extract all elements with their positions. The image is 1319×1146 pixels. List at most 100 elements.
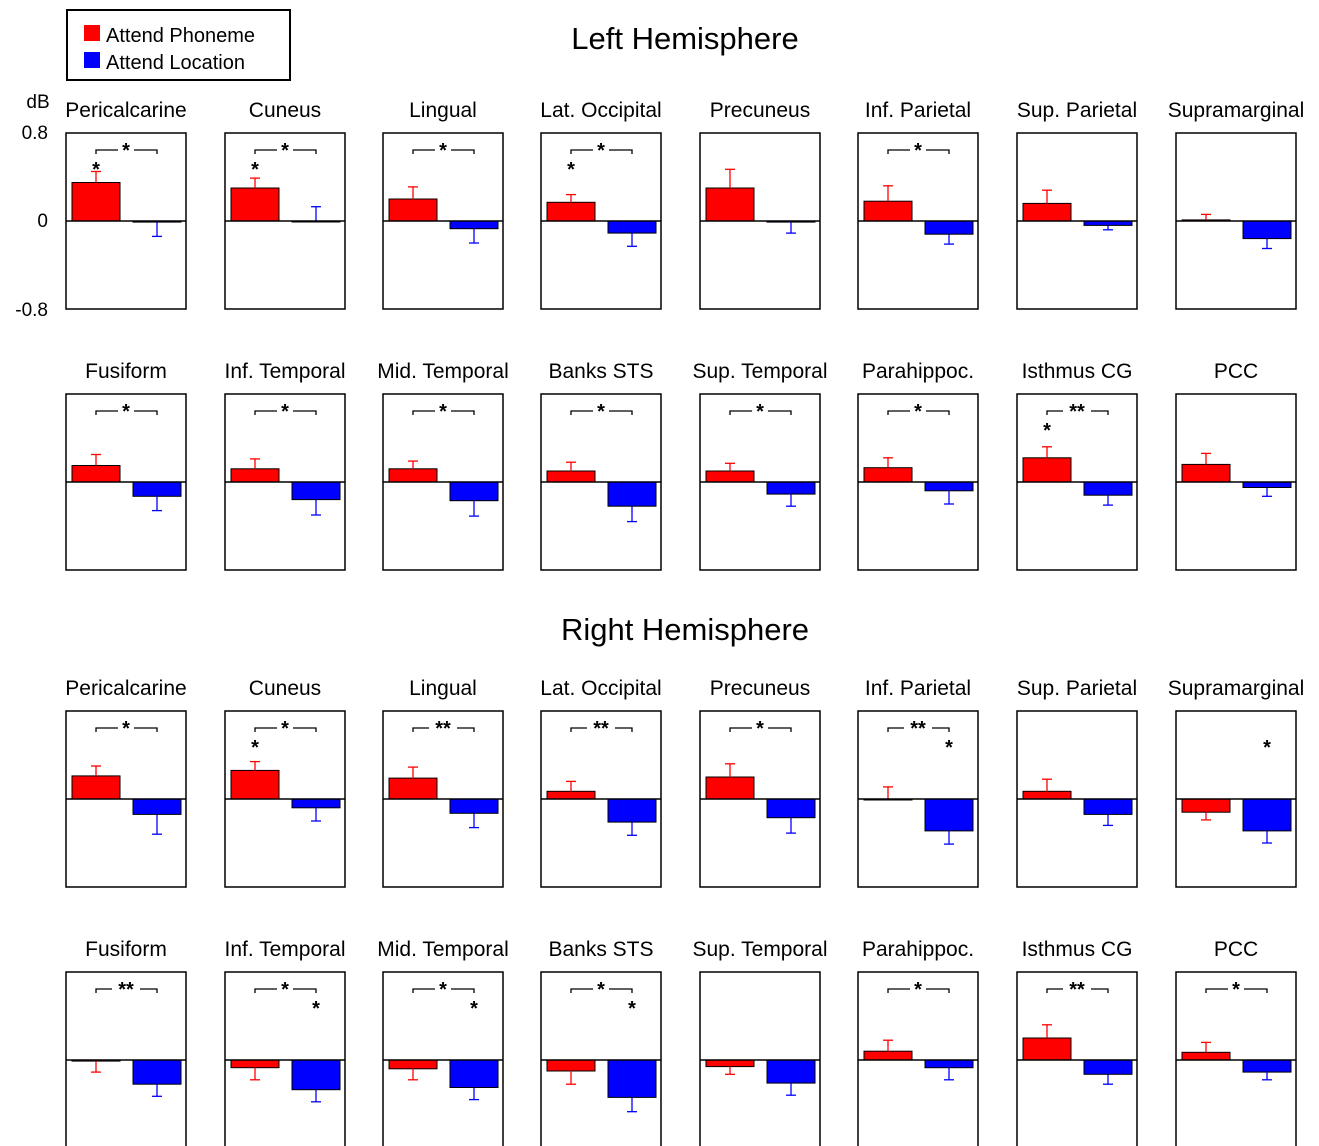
rh-banks-sts-sig-bracket — [570, 988, 633, 993]
rh-sup-temporal-title: Sup. Temporal — [692, 938, 827, 961]
lh-pericalcarine-star-phoneme: * — [92, 159, 100, 181]
legend-swatch-phoneme — [84, 25, 100, 41]
rh-lat-occipital-bar-location — [607, 798, 657, 823]
rh-fusiform-sig-bracket-label: ** — [118, 979, 134, 1001]
lh-sup-temporal-sig-bracket-label: * — [756, 401, 764, 423]
legend: Attend Phoneme Attend Location — [66, 9, 291, 81]
rh-pericalcarine-panel: Pericalcarine * — [65, 677, 187, 888]
lh-lat-occipital-panel: Lat. Occipital * * — [540, 99, 662, 310]
lh-banks-sts-sig-bracket-label: * — [597, 401, 605, 423]
rh-mid-temporal-frame — [382, 971, 504, 1146]
rh-parahippoc-sig-bracket-label: * — [914, 979, 922, 1001]
rh-banks-sts-frame — [540, 971, 662, 1146]
rh-lingual-bar-phoneme — [388, 777, 438, 800]
rh-supramarginal-bar-phoneme — [1181, 798, 1231, 813]
rh-pericalcarine-title: Pericalcarine — [65, 677, 186, 700]
rh-mid-temporal-bar-phoneme — [388, 1059, 438, 1070]
rh-mid-temporal-bar-location — [449, 1059, 499, 1088]
lh-supramarginal-bar-location — [1242, 220, 1292, 240]
lh-sup-parietal-title: Sup. Parietal — [1017, 99, 1137, 122]
lh-cuneus-sig-bracket-label: * — [281, 140, 289, 162]
lh-fusiform-panel: Fusiform * — [65, 360, 187, 571]
rh-fusiform-bar-location — [132, 1059, 182, 1085]
lh-sup-parietal-panel: Sup. Parietal — [1016, 99, 1138, 310]
rh-lingual-panel: Lingual ** — [382, 677, 504, 888]
rh-sup-temporal-frame — [699, 971, 821, 1146]
rh-cuneus-panel: Cuneus * * — [224, 677, 346, 888]
rh-inf-temporal-panel: Inf. Temporal * * — [224, 938, 346, 1146]
lh-precuneus-bar-phoneme — [705, 187, 755, 222]
rh-lingual-title: Lingual — [409, 677, 477, 700]
lh-inf-parietal-bar-location — [924, 220, 974, 235]
rh-lat-occipital-title: Lat. Occipital — [540, 677, 661, 700]
lh-mid-temporal-bar-location — [449, 481, 499, 502]
lh-parahippoc-bar-phoneme — [863, 467, 913, 483]
lh-pcc-panel: PCC — [1175, 360, 1297, 571]
lh-cuneus-star-phoneme: * — [251, 159, 259, 181]
lh-banks-sts-bar-location — [607, 481, 657, 507]
lh-isthmus-cg-bar-phoneme — [1022, 457, 1072, 483]
lh-isthmus-cg-panel: Isthmus CG*** — [1016, 360, 1138, 571]
rh-precuneus-title: Precuneus — [710, 677, 810, 700]
lh-inf-temporal-panel: Inf. Temporal * — [224, 360, 346, 571]
rh-mid-temporal-panel: Mid. Temporal * * — [377, 938, 509, 1146]
rh-banks-sts-panel: Banks STS * * — [540, 938, 662, 1146]
rh-sup-parietal-bar-phoneme — [1022, 790, 1072, 800]
rh-pcc-sig-bracket-label: * — [1232, 979, 1240, 1001]
lh-parahippoc-title: Parahippoc. — [862, 360, 974, 383]
rh-supramarginal-panel: Supramarginal * — [1168, 677, 1304, 888]
rh-parahippoc-panel: Parahippoc. * — [857, 938, 979, 1146]
rh-inf-parietal-sig-bracket — [887, 727, 950, 732]
legend-label-phoneme: Attend Phoneme — [106, 25, 255, 47]
rh-parahippoc-title: Parahippoc. — [862, 938, 974, 961]
lh-lat-occipital-sig-bracket-label: * — [597, 140, 605, 162]
lh-inf-temporal-bar-location — [291, 481, 341, 501]
rh-inf-temporal-bar-location — [291, 1059, 341, 1091]
legend-swatch-location — [84, 52, 100, 68]
rh-lat-occipital-sig-bracket — [570, 727, 633, 732]
rh-parahippoc-bar-phoneme — [863, 1050, 913, 1061]
lh-parahippoc-sig-bracket-label: * — [914, 401, 922, 423]
right-hemisphere-title: Right Hemisphere — [561, 612, 809, 647]
rh-banks-sts-title: Banks STS — [548, 938, 653, 961]
lh-precuneus-panel: Precuneus — [699, 99, 821, 310]
lh-mid-temporal-title: Mid. Temporal — [377, 360, 509, 383]
lh-inf-temporal-bar-phoneme — [230, 468, 280, 483]
lh-pericalcarine-panel: Pericalcarine * * — [65, 99, 187, 310]
lh-lingual-sig-bracket-label: * — [439, 140, 447, 162]
lh-isthmus-cg-title: Isthmus CG — [1022, 360, 1133, 383]
lh-lat-occipital-bar-phoneme — [546, 201, 596, 222]
lh-lat-occipital-title: Lat. Occipital — [540, 99, 661, 122]
lh-parahippoc-sig-bracket — [887, 410, 950, 415]
lh-isthmus-cg-sig-bracket — [1046, 410, 1109, 415]
rh-fusiform-title: Fusiform — [85, 938, 167, 961]
rh-cuneus-bar-phoneme — [230, 769, 280, 800]
rh-precuneus-bar-location — [766, 798, 816, 819]
lh-sup-temporal-sig-bracket — [729, 410, 792, 415]
rh-lat-occipital-panel: Lat. Occipital ** — [540, 677, 662, 888]
lh-inf-temporal-sig-bracket-label: * — [281, 401, 289, 423]
lh-sup-temporal-panel: Sup. Temporal * — [692, 360, 828, 571]
rh-lingual-bar-location — [449, 798, 499, 814]
lh-lingual-panel: Lingual * — [382, 99, 504, 310]
rh-lingual-sig-bracket — [412, 727, 475, 732]
rh-inf-parietal-bar-location — [924, 798, 974, 832]
lh-inf-parietal-bar-phoneme — [863, 200, 913, 222]
rh-sup-temporal-panel: Sup. Temporal — [692, 938, 828, 1146]
lh-banks-sts-bar-phoneme — [546, 470, 596, 483]
rh-inf-parietal-panel: Inf. Parietal*** — [857, 677, 979, 888]
lh-cuneus-sig-bracket — [254, 149, 317, 154]
rh-precuneus-sig-bracket-label: * — [756, 718, 764, 740]
rh-isthmus-cg-sig-bracket — [1046, 988, 1109, 993]
rh-parahippoc-bar-location — [924, 1059, 974, 1069]
lh-pericalcarine-sig-bracket-label: * — [122, 140, 130, 162]
rh-cuneus-star-phoneme: * — [251, 737, 259, 759]
rh-banks-sts-bar-location — [607, 1059, 657, 1098]
lh-cuneus-title: Cuneus — [249, 99, 321, 122]
rh-banks-sts-sig-bracket-label: * — [597, 979, 605, 1001]
lh-banks-sts-title: Banks STS — [548, 360, 653, 383]
lh-mid-temporal-panel: Mid. Temporal * — [377, 360, 509, 571]
rh-cuneus-title: Cuneus — [249, 677, 321, 700]
rh-cuneus-sig-bracket-label: * — [281, 718, 289, 740]
lh-parahippoc-panel: Parahippoc. * — [857, 360, 979, 571]
